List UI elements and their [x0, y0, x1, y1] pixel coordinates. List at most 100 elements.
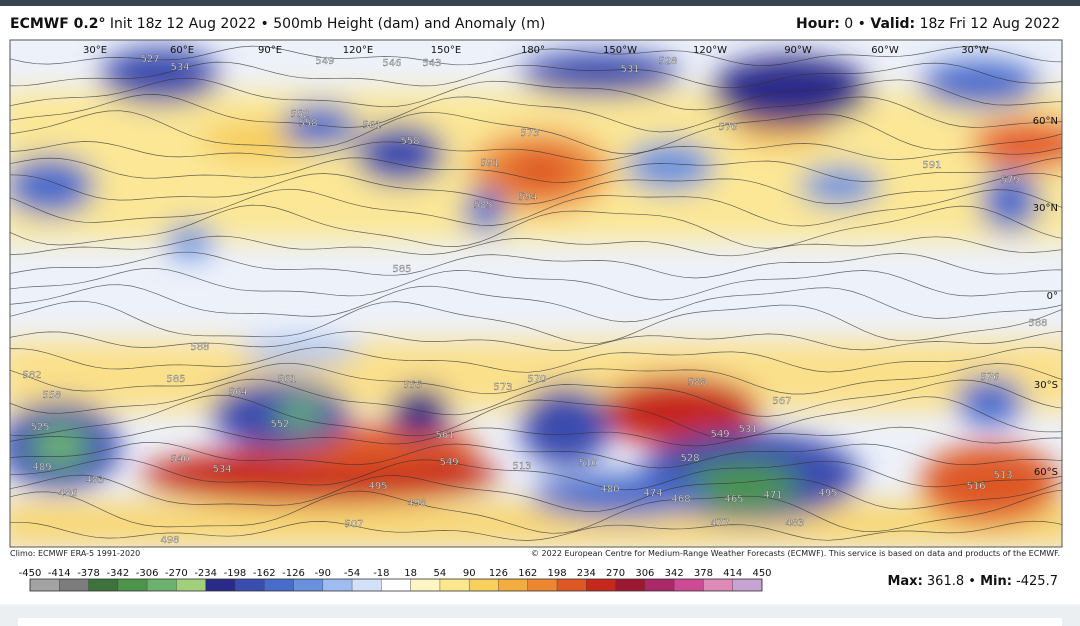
contour-line: [10, 110, 1062, 155]
longitude-label: 30°W: [961, 45, 989, 56]
colorbar-swatch: [205, 579, 235, 591]
contour-line: [10, 474, 1062, 513]
colorbar-swatch: [88, 579, 118, 591]
contour-line: [10, 394, 1062, 440]
contour-line: [10, 267, 1062, 301]
colorbar-swatch: [615, 579, 645, 591]
contour-line: [10, 362, 1062, 395]
latitude-label: 0°: [1047, 291, 1058, 302]
colorbar-tick-label: -270: [165, 568, 188, 579]
colorbar-swatch: [30, 579, 60, 591]
longitude-label: 150°E: [431, 45, 461, 56]
colorbar-swatch: [293, 579, 323, 591]
colorbar-tick-label: 126: [489, 568, 508, 579]
max-min: Max: 361.8 • Min: -425.7: [887, 574, 1058, 589]
contour-label: 591: [922, 160, 941, 171]
bottom-card: [18, 618, 1062, 626]
colorbar-swatch: [352, 579, 382, 591]
contour-label: 549: [710, 429, 729, 440]
contour-line: [10, 378, 1062, 417]
colorbar-tick-label: -234: [194, 568, 217, 579]
colorbar-tick-label: 306: [635, 568, 654, 579]
separator: •: [968, 574, 976, 589]
contour-line: [10, 77, 1062, 111]
longitude-label: 60°W: [871, 45, 899, 56]
colorbar-swatch: [439, 579, 470, 591]
contour-label: 561: [362, 120, 381, 131]
contour-label: 576: [718, 122, 737, 133]
colorbar-tick-label: -450: [19, 568, 42, 579]
contour-label: 585: [392, 264, 411, 275]
contour-label: 498: [407, 498, 426, 509]
contour-line: [10, 94, 1062, 133]
contour-label: 564: [228, 387, 247, 398]
hour-value: 0 •: [844, 16, 866, 32]
longitude-label: 120°W: [693, 45, 727, 56]
contour-label: 534: [170, 62, 189, 73]
contour-label: 594: [518, 192, 537, 203]
colorbar-swatch: [264, 579, 294, 591]
colorbar-swatch: [469, 579, 499, 591]
climo-credit: Climo: ECMWF ERA-5 1991-2020: [10, 549, 141, 558]
contour-label: 525: [30, 422, 49, 433]
map: 30°E 60°E 90°E 120°E 150°E 180° 150°W 120°W 90°W…: [9, 39, 1063, 592]
colorbar-swatch: [410, 579, 440, 591]
colorbar-tick-label: 162: [518, 568, 537, 579]
colorbar-swatch: [644, 579, 675, 591]
colorbar-tick-label: -126: [282, 568, 305, 579]
colorbar-tick-label: 450: [752, 568, 771, 579]
colorbar-swatch: [527, 579, 558, 591]
colorbar-swatch: [117, 579, 148, 591]
subtitle: Init 18z 12 Aug 2022 • 500mb Height (dam…: [109, 16, 546, 32]
contour-label: 558: [400, 136, 419, 147]
colorbar-tick-label: -198: [224, 568, 247, 579]
contour-label: 585: [166, 374, 185, 385]
longitude-label: 90°E: [258, 45, 282, 56]
contour-label: 591: [480, 158, 499, 169]
min-value: -425.7: [1016, 574, 1058, 589]
colorbar-tick-label: -54: [344, 568, 360, 579]
contour-label: 507: [344, 519, 363, 530]
colorbar-swatch: [322, 579, 353, 591]
contour-label: 570: [527, 374, 546, 385]
contour-label: 549: [315, 56, 334, 67]
map-labels: 30°E 60°E 90°E 120°E 150°E 180° 150°W 120°W 90°W…: [22, 45, 1058, 546]
longitude-label: 120°E: [343, 45, 373, 56]
contour-label: 552: [270, 419, 289, 430]
contour-line: [10, 235, 1062, 257]
colorbar-tick-label: 54: [434, 568, 447, 579]
hour-label: Hour:: [796, 16, 840, 32]
contour-label: 528: [680, 453, 699, 464]
colorbar-swatch: [59, 579, 89, 591]
contour-label: 552: [290, 109, 309, 120]
colorbar-tick-label: -18: [373, 568, 389, 579]
contour-label: 549: [439, 457, 458, 468]
colorbar-tick-label: -378: [77, 568, 100, 579]
contour-line: [10, 188, 1062, 227]
contour-line: [10, 141, 1062, 162]
contour-line: [10, 157, 1062, 183]
colorbar-tick-label: -162: [253, 568, 276, 579]
valid-label: Valid:: [870, 16, 916, 32]
contour-label: 546: [382, 58, 401, 69]
colorbar-swatch: [703, 579, 733, 591]
colorbar-swatch: [176, 579, 206, 591]
contour-label: 573: [493, 382, 512, 393]
header-right: Hour: 0 • Valid: 18z Fri 12 Aug 2022: [796, 16, 1060, 32]
contour-label: 573: [520, 128, 539, 139]
colorbar-tick-label: 270: [606, 568, 625, 579]
colorbar-tick-label: 414: [723, 568, 742, 579]
contour-label: 527: [140, 54, 159, 65]
map-frame: [9, 39, 1063, 548]
contour-label: 588: [687, 377, 706, 388]
contours: [10, 45, 1062, 541]
contour-label: 531: [738, 424, 757, 435]
colorbar-swatch: [557, 579, 587, 591]
contour-line: [10, 458, 1062, 491]
contour-label: 561: [435, 430, 454, 441]
contour-label: 567: [772, 396, 791, 407]
longitude-label: 60°E: [170, 45, 194, 56]
contour-label: 468: [671, 494, 690, 505]
colorbar-swatch: [732, 579, 762, 591]
contour-label: 534: [212, 464, 231, 475]
